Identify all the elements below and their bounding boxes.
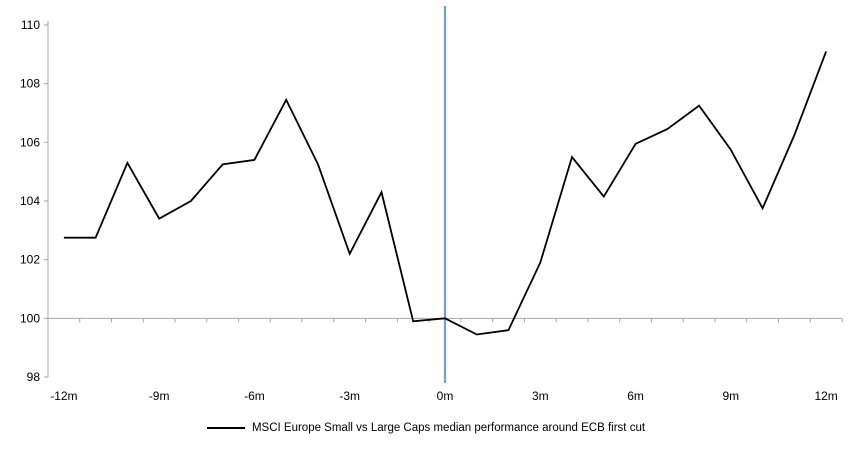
x-tick-label: -6m <box>244 389 265 403</box>
legend-line-swatch <box>206 427 245 429</box>
y-tick-label: 106 <box>20 135 40 149</box>
x-tick-label: 9m <box>723 389 740 403</box>
y-tick-label: 100 <box>20 311 40 325</box>
legend: MSCI Europe Small vs Large Caps median p… <box>0 419 852 437</box>
x-tick-label: 0m <box>437 389 454 403</box>
y-tick-label: 104 <box>20 194 40 208</box>
x-tick-label: 3m <box>532 389 549 403</box>
x-tick-label: 6m <box>627 389 644 403</box>
x-tick-label: -9m <box>149 389 170 403</box>
series-line <box>63 51 827 336</box>
x-tick-label: -3m <box>339 389 360 403</box>
x-tick-label: 12m <box>814 389 837 403</box>
y-tick-label: 102 <box>20 253 40 267</box>
legend-label: MSCI Europe Small vs Large Caps median p… <box>251 422 646 434</box>
y-tick-label: 108 <box>20 77 40 91</box>
x-tick-label: -12m <box>50 389 77 403</box>
y-tick-label: 110 <box>21 18 40 32</box>
y-tick-label: 98 <box>27 370 41 384</box>
